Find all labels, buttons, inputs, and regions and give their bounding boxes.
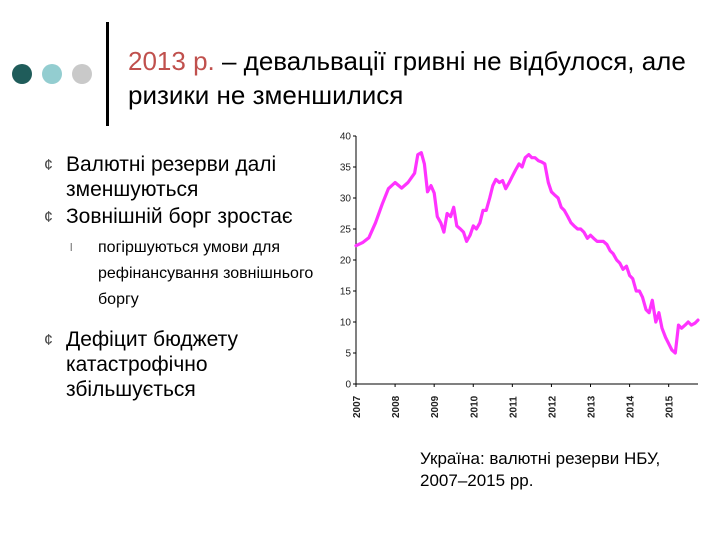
x-tick-label: 2008 <box>391 395 402 418</box>
reserves-chart: 0 5 10 15 20 25 30 35 40 2007 2008 2009 2010 2011 2012… <box>340 132 700 418</box>
y-tick-label: 0 <box>345 380 351 391</box>
y-tick-label: 35 <box>340 163 352 174</box>
title-year: 2013 р. <box>128 46 215 76</box>
bullet-list: ¢ Валютні резерви далі зменшуються ¢ Зов… <box>44 152 334 404</box>
bullet-marker-icon: ¢ <box>44 209 53 226</box>
bullet-marker-icon: ¢ <box>44 332 53 349</box>
x-tick-label: 2011 <box>508 396 519 418</box>
bullet-text: Зовнішній борг зростає <box>66 205 293 228</box>
bullet-item: ¢ Зовнішній борг зростає <box>44 204 334 229</box>
slide-title: 2013 р. – девальвації гривні не відбулос… <box>128 44 708 112</box>
x-tick-label: 2010 <box>469 395 480 418</box>
dot-dark-teal <box>12 64 32 84</box>
x-tick-label: 2013 <box>587 395 598 418</box>
sub-bullet-item: l погіршуються умови для рефінансування … <box>44 235 334 313</box>
sub-bullet-text: погіршуються умови для рефінансування зо… <box>98 239 314 308</box>
x-tick-label: 2009 <box>430 395 441 418</box>
chart-caption: Україна: валютні резерви НБУ, 2007–2015 … <box>420 449 661 490</box>
title-divider <box>106 22 109 126</box>
y-tick-label: 20 <box>340 256 352 267</box>
title-text: – девальвації гривні не відбулося, але р… <box>128 46 686 110</box>
dot-light-teal <box>42 64 62 84</box>
y-tick-label: 15 <box>340 287 352 298</box>
x-tick-label: 2007 <box>352 395 363 418</box>
bullet-item: ¢ Дефіцит бюджету катастрофічно збільшує… <box>44 327 334 402</box>
bullet-item: ¢ Валютні резерви далі зменшуються <box>44 152 334 202</box>
y-tick-label: 10 <box>340 318 352 329</box>
dot-gray <box>72 64 92 84</box>
decorative-dots <box>12 64 96 86</box>
y-tick-label: 25 <box>340 225 352 236</box>
x-tick-label: 2015 <box>665 395 676 418</box>
bullet-text: Валютні резерви далі зменшуються <box>66 153 277 201</box>
sub-bullet-marker-icon: l <box>70 242 73 254</box>
bullet-marker-icon: ¢ <box>44 157 53 174</box>
x-tick-label: 2012 <box>547 395 558 418</box>
x-tick-label: 2014 <box>626 395 637 418</box>
y-tick-label: 5 <box>345 349 351 360</box>
series-line <box>354 151 700 355</box>
bullet-text: Дефіцит бюджету катастрофічно збільшуєть… <box>66 328 239 401</box>
y-tick-label: 40 <box>340 132 352 143</box>
y-tick-label: 30 <box>340 194 352 205</box>
